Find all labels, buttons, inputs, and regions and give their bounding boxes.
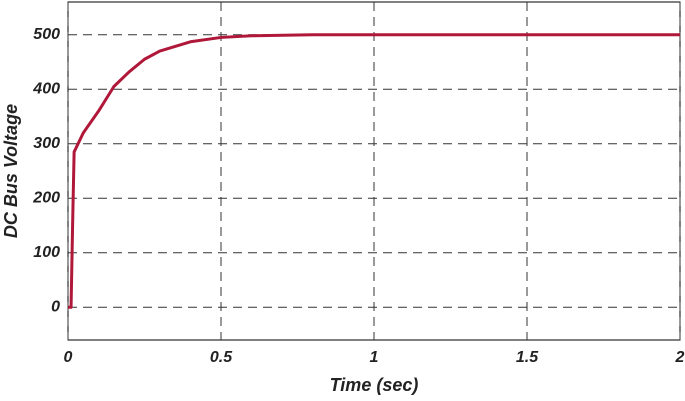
x-tick-label: 1 (370, 349, 379, 366)
y-tick-label: 500 (33, 26, 60, 43)
y-tick-label: 300 (33, 135, 60, 152)
x-tick-label: 1.5 (516, 349, 539, 366)
x-tick-label: 0.5 (210, 349, 233, 366)
data-line (68, 33, 680, 309)
y-tick-label: 100 (33, 244, 60, 261)
y-tick-label: 400 (32, 80, 60, 97)
y-tick-label: 0 (51, 299, 60, 316)
x-tick-label: 0 (64, 349, 73, 366)
x-tick-label: 2 (675, 349, 685, 366)
x-axis-label: Time (sec) (330, 375, 419, 395)
y-tick-label: 200 (32, 189, 60, 206)
y-axis-label: DC Bus Voltage (1, 104, 21, 238)
